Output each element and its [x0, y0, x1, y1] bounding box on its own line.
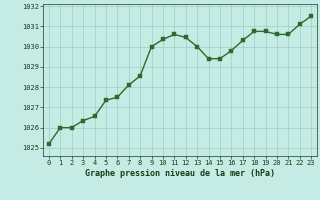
- X-axis label: Graphe pression niveau de la mer (hPa): Graphe pression niveau de la mer (hPa): [85, 169, 275, 178]
